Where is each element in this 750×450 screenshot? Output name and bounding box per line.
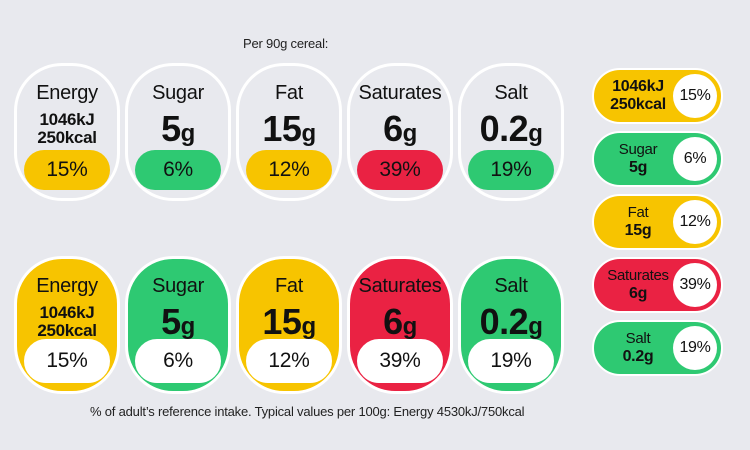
sugar-percent-pill-filled: 6%: [135, 339, 221, 383]
salt-unit: g: [528, 120, 543, 147]
fat-badge-amount: 15: [624, 222, 643, 239]
salt-label: Salt 0.2g 19%: [458, 63, 564, 201]
saturates-value: 6g: [350, 108, 450, 150]
sugar-badge-unit: g: [637, 159, 648, 176]
energy-kcal: 250kcal: [37, 128, 97, 147]
saturates-unit: g: [402, 120, 418, 147]
energy-percent-pill-filled: 15%: [24, 339, 110, 383]
energy-kj-filled: 1046kJ: [39, 303, 95, 322]
sugar-label-filled: Sugar 5g 6%: [125, 256, 231, 394]
salt-percent-pill: 19%: [468, 150, 554, 190]
fat-badge-value: 15g: [625, 222, 652, 240]
fat-unit: g: [301, 120, 316, 147]
energy-name-filled: Energy: [36, 275, 98, 297]
salt-badge-name: Salt: [625, 330, 651, 347]
salt-badge-percent: 19%: [673, 326, 717, 370]
fat-percent-pill: 12%: [246, 150, 332, 190]
fat-badge-name: Fat: [627, 204, 649, 221]
fat-unit-filled: g: [301, 313, 316, 340]
saturates-badge: Saturates 6g 39%: [592, 257, 723, 313]
sugar-amount: 5: [161, 108, 181, 149]
saturates-value-filled: 6g: [350, 301, 450, 343]
per-serving-caption: Per 90g cereal:: [243, 36, 329, 51]
salt-amount-filled: 0.2: [479, 301, 529, 342]
sugar-name: Sugar: [152, 82, 204, 104]
saturates-badge-text: Saturates 6g: [594, 259, 682, 311]
energy-label-filled: Energy 1046kJ 250kcal 15%: [14, 256, 120, 394]
salt-badge-text: Salt 0.2g: [594, 322, 682, 374]
energy-badge-kcal: 250kcal: [610, 96, 666, 113]
salt-badge: Salt 0.2g 19%: [592, 320, 723, 376]
fat-label-filled: Fat 15g 12%: [236, 256, 342, 394]
salt-label-filled: Salt 0.2g 19%: [458, 256, 564, 394]
sugar-badge-percent: 6%: [673, 137, 717, 181]
fat-name-filled: Fat: [275, 275, 303, 297]
sugar-unit: g: [180, 120, 196, 147]
sugar-badge: Sugar 5g 6%: [592, 131, 723, 187]
saturates-name: Saturates: [358, 82, 442, 104]
reference-intake-footnote: % of adult’s reference intake. Typical v…: [90, 404, 525, 419]
saturates-badge-value: 6g: [629, 285, 647, 303]
fat-value-filled: 15g: [239, 301, 339, 343]
salt-badge-unit: g: [643, 348, 654, 365]
sugar-unit-filled: g: [180, 313, 196, 340]
saturates-badge-unit: g: [637, 285, 648, 302]
energy-percent-pill: 15%: [24, 150, 110, 190]
energy-kcal-filled: 250kcal: [37, 321, 97, 340]
energy-values: 1046kJ 250kcal: [17, 111, 117, 147]
saturates-badge-amount: 6: [628, 285, 638, 302]
fat-value: 15g: [239, 108, 339, 150]
sugar-percent-pill: 6%: [135, 150, 221, 190]
saturates-unit-filled: g: [402, 313, 418, 340]
energy-kj: 1046kJ: [39, 110, 95, 129]
energy-badge-text: 1046kJ 250kcal: [594, 70, 682, 122]
fat-badge-percent: 12%: [673, 200, 717, 244]
salt-percent-pill-filled: 19%: [468, 339, 554, 383]
sugar-value-filled: 5g: [128, 301, 228, 343]
salt-badge-amount: 0.2: [622, 348, 645, 365]
fat-percent-pill-filled: 12%: [246, 339, 332, 383]
sugar-badge-amount: 5: [628, 159, 638, 176]
salt-unit-filled: g: [528, 313, 543, 340]
sugar-value: 5g: [128, 108, 228, 150]
fat-badge: Fat 15g 12%: [592, 194, 723, 250]
saturates-amount: 6: [383, 108, 403, 149]
saturates-label-filled: Saturates 6g 39%: [347, 256, 453, 394]
saturates-badge-name: Saturates: [607, 267, 669, 284]
salt-value-filled: 0.2g: [461, 301, 561, 343]
salt-amount: 0.2: [479, 108, 529, 149]
fat-name: Fat: [275, 82, 303, 104]
saturates-percent-pill: 39%: [357, 150, 443, 190]
fat-badge-unit: g: [641, 222, 652, 239]
sugar-badge-name: Sugar: [618, 141, 658, 158]
saturates-amount-filled: 6: [383, 301, 403, 342]
fat-badge-text: Fat 15g: [594, 196, 682, 248]
saturates-name-filled: Saturates: [358, 275, 442, 297]
sugar-amount-filled: 5: [161, 301, 181, 342]
energy-badge-percent: 15%: [673, 74, 717, 118]
sugar-badge-text: Sugar 5g: [594, 133, 682, 185]
salt-name-filled: Salt: [494, 275, 528, 297]
energy-badge-kj: 1046kJ: [612, 78, 664, 95]
saturates-badge-percent: 39%: [673, 263, 717, 307]
saturates-percent-pill-filled: 39%: [357, 339, 443, 383]
fat-amount-filled: 15: [262, 301, 302, 342]
salt-value: 0.2g: [461, 108, 561, 150]
saturates-label: Saturates 6g 39%: [347, 63, 453, 201]
salt-name: Salt: [494, 82, 528, 104]
energy-badge: 1046kJ 250kcal 15%: [592, 68, 723, 124]
sugar-label: Sugar 5g 6%: [125, 63, 231, 201]
fat-amount: 15: [262, 108, 302, 149]
energy-label: Energy 1046kJ 250kcal 15%: [14, 63, 120, 201]
energy-name: Energy: [36, 82, 98, 104]
salt-badge-value: 0.2g: [623, 348, 654, 366]
sugar-name-filled: Sugar: [152, 275, 204, 297]
energy-values-filled: 1046kJ 250kcal: [17, 304, 117, 340]
fat-label: Fat 15g 12%: [236, 63, 342, 201]
sugar-badge-value: 5g: [629, 159, 647, 177]
